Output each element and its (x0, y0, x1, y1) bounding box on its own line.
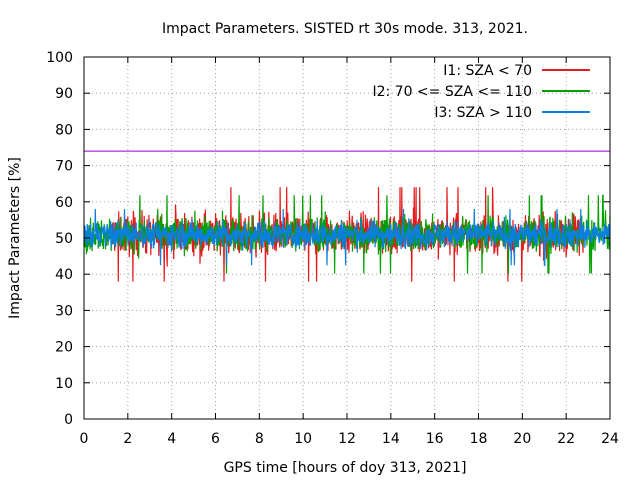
y-tick-label: 60 (55, 195, 73, 211)
x-tick-label: 14 (382, 431, 400, 447)
x-tick-label: 0 (80, 431, 89, 447)
legend-label-3: I3: SZA > 110 (434, 105, 532, 121)
x-tick-label: 4 (167, 431, 176, 447)
legend-label-2: I2: 70 <= SZA <= 110 (372, 84, 532, 100)
series-layer (83, 187, 611, 282)
y-tick-label: 20 (55, 340, 73, 356)
y-tick-label: 0 (64, 412, 73, 428)
y-tick-label: 70 (55, 159, 73, 175)
chart-title: Impact Parameters. SISTED rt 30s mode. 3… (162, 21, 528, 37)
series-line-3 (83, 208, 611, 266)
x-axis-label: GPS time [hours of doy 313, 2021] (224, 460, 467, 476)
y-tick-label: 80 (55, 122, 73, 138)
x-tick-label: 20 (513, 431, 531, 447)
x-tick-label: 12 (338, 431, 356, 447)
x-tick-label: 24 (601, 431, 619, 447)
x-tick-label: 18 (470, 431, 488, 447)
y-tick-label: 40 (55, 267, 73, 283)
legend-label-1: I1: SZA < 70 (443, 63, 532, 79)
x-tick-label: 2 (123, 431, 132, 447)
y-tick-label: 10 (55, 376, 73, 392)
tick-labels: 0 2 4 6 8 10 12 14 16 18 20 22 240102030405060708090… (46, 50, 619, 447)
y-tick-label: 50 (55, 231, 73, 247)
x-tick-label: 16 (426, 431, 444, 447)
x-tick-label: 8 (255, 431, 264, 447)
y-tick-label: 90 (55, 86, 73, 102)
y-axis-label: Impact Parameters [%] (7, 157, 23, 319)
y-tick-label: 30 (55, 303, 73, 319)
x-tick-label: 6 (211, 431, 220, 447)
y-tick-label: 100 (46, 50, 73, 66)
legend: I1: SZA < 70 I2: 70 <= SZA <= 110 I3: SZA … (372, 63, 590, 121)
axis-ticks (83, 56, 611, 420)
x-tick-label: 10 (294, 431, 312, 447)
x-tick-label: 22 (557, 431, 575, 447)
